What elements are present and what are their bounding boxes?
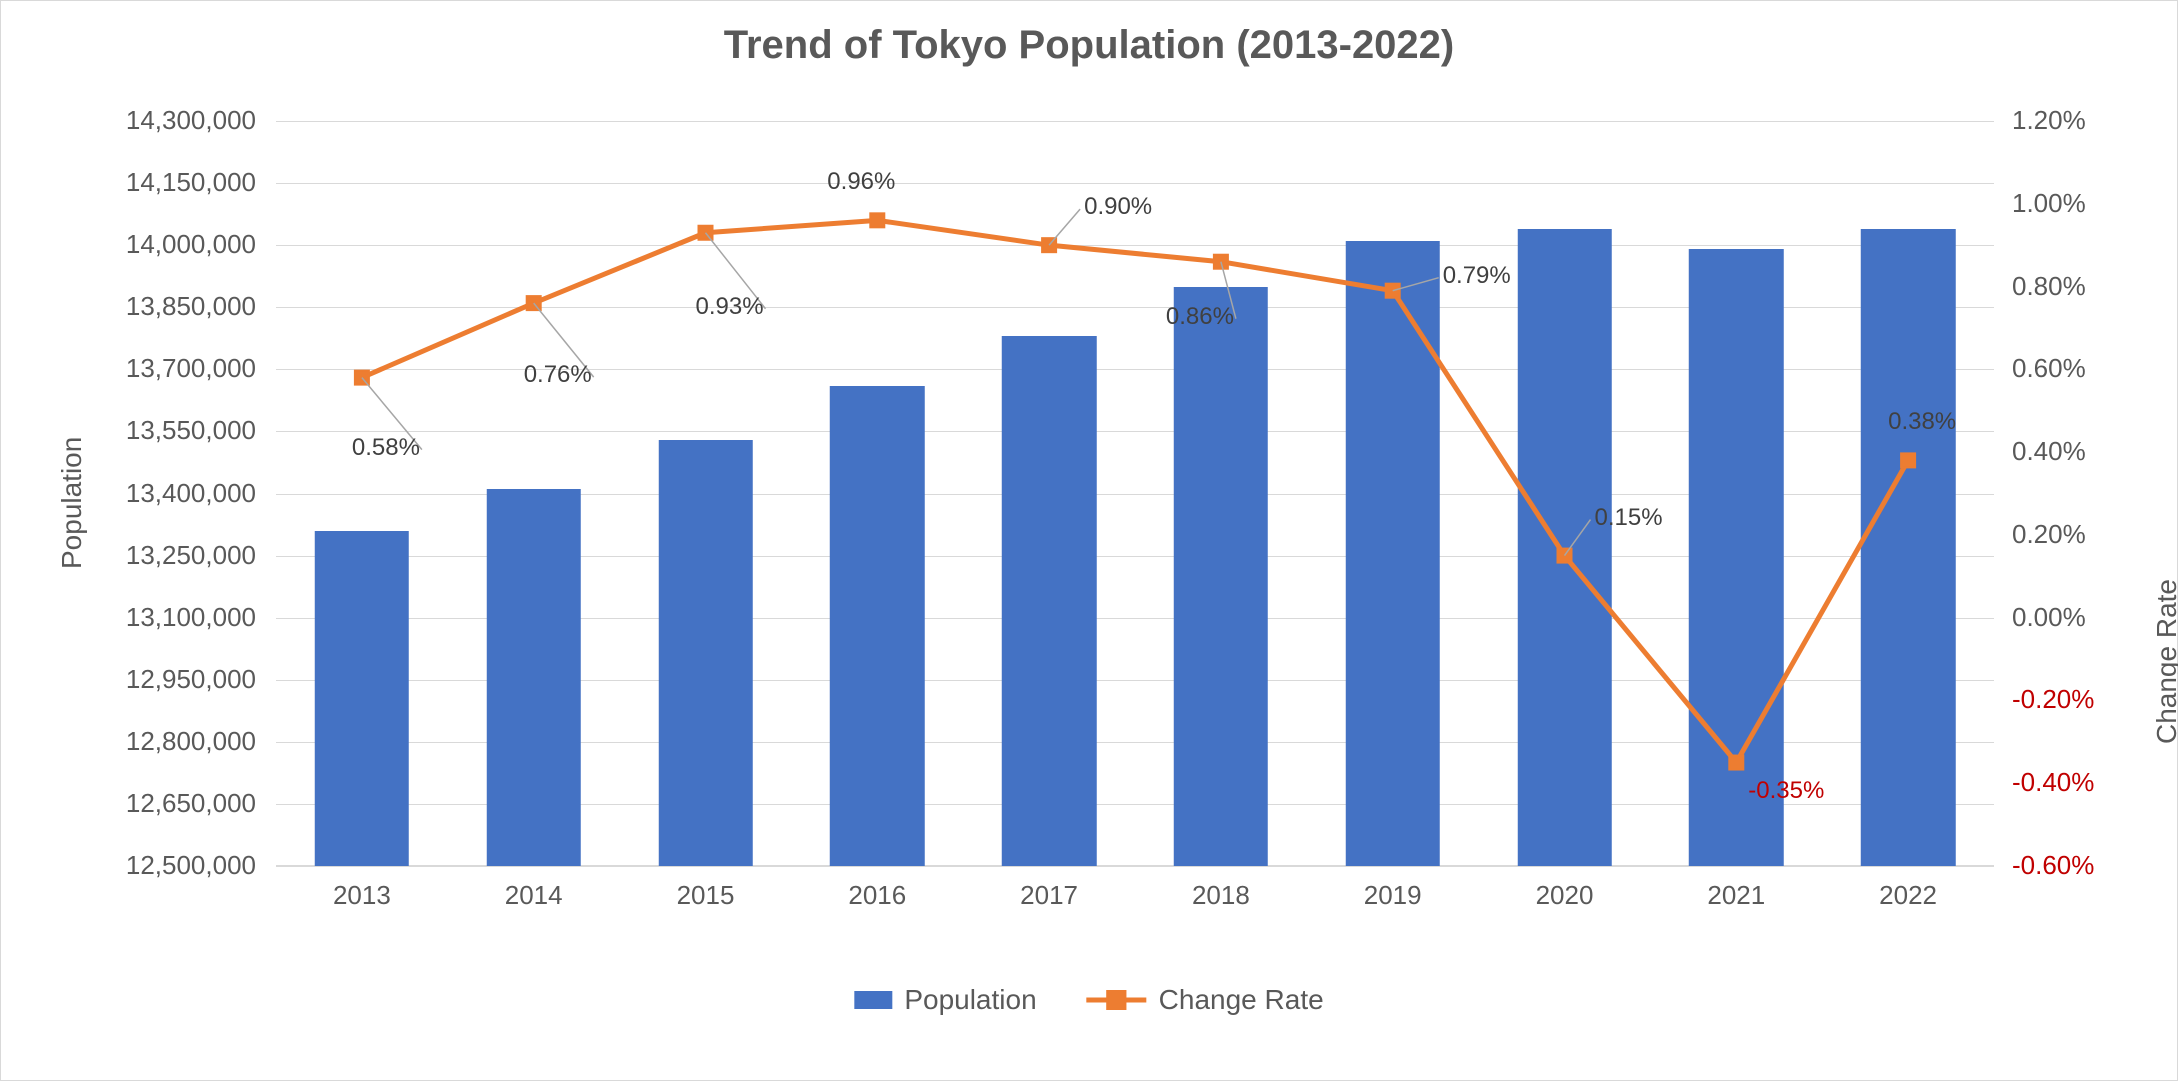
legend-item-population: Population bbox=[854, 984, 1036, 1016]
legend-label: Population bbox=[904, 984, 1036, 1016]
y-left-tick: 12,950,000 bbox=[21, 664, 256, 695]
x-tick: 2019 bbox=[1364, 880, 1422, 911]
y-right-tick: -0.40% bbox=[2012, 767, 2094, 798]
y-left-tick: 14,300,000 bbox=[21, 105, 256, 136]
bar-swatch-icon bbox=[854, 991, 892, 1009]
y-left-tick: 13,400,000 bbox=[21, 478, 256, 509]
y-left-tick: 14,000,000 bbox=[21, 229, 256, 260]
x-tick: 2013 bbox=[333, 880, 391, 911]
data-label: 0.76% bbox=[524, 361, 592, 389]
leader-lines bbox=[276, 121, 1994, 866]
x-tick: 2014 bbox=[505, 880, 563, 911]
y-left-tick: 13,100,000 bbox=[21, 602, 256, 633]
x-tick: 2015 bbox=[677, 880, 735, 911]
y-left-tick: 14,150,000 bbox=[21, 167, 256, 198]
data-label: 0.38% bbox=[1888, 408, 1956, 436]
y-left-tick: 13,850,000 bbox=[21, 291, 256, 322]
chart-title: Trend of Tokyo Population (2013-2022) bbox=[21, 23, 2157, 68]
data-label: 0.79% bbox=[1443, 262, 1511, 290]
y-right-tick: 0.60% bbox=[2012, 353, 2086, 384]
y-right-tick: -0.60% bbox=[2012, 850, 2094, 881]
y-right-tick: 0.80% bbox=[2012, 271, 2086, 302]
plot-wrap: Population Change Rate 12,500,00012,650,… bbox=[21, 76, 2159, 976]
legend-item-change-rate: Change Rate bbox=[1087, 984, 1324, 1016]
data-label: 0.90% bbox=[1084, 193, 1152, 221]
y-right-axis-title: Change Rate bbox=[2151, 579, 2178, 744]
chart-container: Trend of Tokyo Population (2013-2022) Po… bbox=[0, 0, 2178, 1081]
y-right-tick: 0.40% bbox=[2012, 436, 2086, 467]
y-right-tick: 1.00% bbox=[2012, 188, 2086, 219]
y-left-tick: 13,550,000 bbox=[21, 415, 256, 446]
y-right-tick: 0.20% bbox=[2012, 519, 2086, 550]
y-left-tick: 12,650,000 bbox=[21, 788, 256, 819]
y-left-tick: 12,500,000 bbox=[21, 850, 256, 881]
y-left-tick: 12,800,000 bbox=[21, 726, 256, 757]
legend: Population Change Rate bbox=[854, 984, 1323, 1016]
y-right-tick: -0.20% bbox=[2012, 684, 2094, 715]
data-label: 0.93% bbox=[696, 293, 764, 321]
data-label: 0.15% bbox=[1595, 504, 1663, 532]
data-label: 0.58% bbox=[352, 434, 420, 462]
x-tick: 2016 bbox=[848, 880, 906, 911]
x-tick: 2022 bbox=[1879, 880, 1937, 911]
y-right-tick: 1.20% bbox=[2012, 105, 2086, 136]
y-right-tick: 0.00% bbox=[2012, 602, 2086, 633]
y-left-tick: 13,700,000 bbox=[21, 353, 256, 384]
x-tick: 2021 bbox=[1707, 880, 1765, 911]
x-tick: 2020 bbox=[1536, 880, 1594, 911]
legend-label: Change Rate bbox=[1159, 984, 1324, 1016]
line-swatch-icon bbox=[1087, 991, 1147, 1009]
x-tick: 2017 bbox=[1020, 880, 1078, 911]
plot-area bbox=[276, 121, 1994, 866]
x-tick: 2018 bbox=[1192, 880, 1250, 911]
data-label: -0.35% bbox=[1748, 777, 1824, 805]
data-label: 0.86% bbox=[1166, 303, 1234, 331]
gridline bbox=[276, 866, 1994, 867]
data-label: 0.96% bbox=[827, 168, 895, 196]
y-left-tick: 13,250,000 bbox=[21, 540, 256, 571]
